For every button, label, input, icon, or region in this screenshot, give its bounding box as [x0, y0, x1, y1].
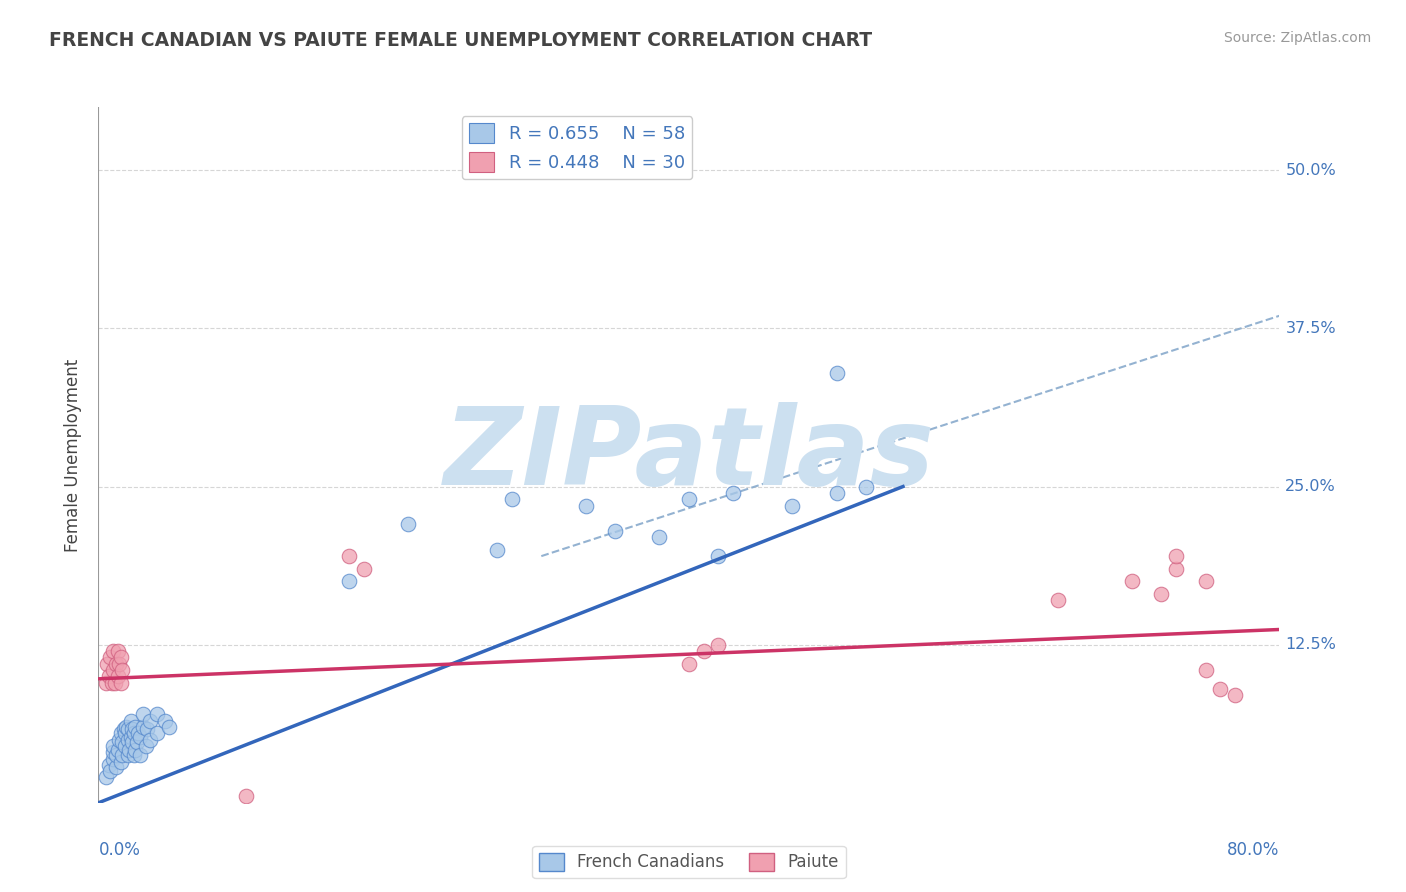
- Point: [132, 720, 155, 734]
- Point: [855, 479, 877, 493]
- Point: [825, 486, 848, 500]
- Text: Source: ZipAtlas.com: Source: ZipAtlas.com: [1223, 31, 1371, 45]
- Text: 12.5%: 12.5%: [1285, 637, 1336, 652]
- Point: [135, 739, 157, 753]
- Point: [120, 730, 142, 744]
- Point: [693, 644, 716, 658]
- Point: [128, 747, 150, 762]
- Text: 25.0%: 25.0%: [1285, 479, 1336, 494]
- Point: [97, 669, 120, 683]
- Point: [112, 723, 135, 737]
- Point: [396, 517, 419, 532]
- Point: [1195, 574, 1218, 589]
- Point: [103, 745, 125, 759]
- Point: [122, 726, 145, 740]
- Point: [1164, 562, 1187, 576]
- Point: [1209, 681, 1232, 696]
- Point: [94, 675, 117, 690]
- Point: [1150, 587, 1173, 601]
- Point: [117, 732, 139, 747]
- Point: [1121, 574, 1143, 589]
- Point: [105, 747, 128, 762]
- Point: [110, 650, 132, 665]
- Point: [1164, 549, 1187, 563]
- Point: [486, 542, 509, 557]
- Point: [107, 742, 129, 756]
- Text: ZIPatlas: ZIPatlas: [443, 402, 935, 508]
- Point: [707, 638, 730, 652]
- Point: [107, 644, 129, 658]
- Point: [103, 663, 125, 677]
- Point: [98, 650, 121, 665]
- Point: [707, 549, 730, 563]
- Point: [118, 742, 141, 756]
- Point: [1195, 663, 1218, 677]
- Point: [337, 574, 360, 589]
- Point: [146, 726, 169, 740]
- Point: [103, 644, 125, 658]
- Point: [110, 726, 132, 740]
- Point: [1046, 593, 1069, 607]
- Point: [648, 530, 671, 544]
- Point: [98, 764, 121, 779]
- Point: [121, 735, 143, 749]
- Point: [678, 492, 700, 507]
- Point: [235, 789, 257, 804]
- Point: [107, 669, 129, 683]
- Point: [501, 492, 523, 507]
- Text: 80.0%: 80.0%: [1227, 841, 1279, 859]
- Point: [108, 732, 131, 747]
- Point: [96, 657, 118, 671]
- Point: [121, 723, 143, 737]
- Y-axis label: Female Unemployment: Female Unemployment: [65, 359, 83, 551]
- Point: [1223, 688, 1246, 702]
- Point: [117, 747, 139, 762]
- Point: [124, 742, 146, 756]
- Point: [124, 720, 146, 734]
- Point: [104, 675, 127, 690]
- Point: [94, 771, 117, 785]
- Point: [117, 723, 139, 737]
- Point: [110, 675, 132, 690]
- Text: 37.5%: 37.5%: [1285, 321, 1336, 336]
- Point: [146, 707, 169, 722]
- Point: [153, 714, 176, 728]
- Point: [136, 723, 159, 737]
- Point: [105, 657, 128, 671]
- Point: [353, 562, 375, 576]
- Point: [111, 747, 134, 762]
- Point: [111, 735, 134, 749]
- Point: [782, 499, 804, 513]
- Text: 0.0%: 0.0%: [98, 841, 141, 859]
- Point: [97, 757, 120, 772]
- Point: [139, 714, 162, 728]
- Point: [337, 549, 360, 563]
- Point: [132, 707, 155, 722]
- Point: [721, 486, 744, 500]
- Point: [103, 751, 125, 765]
- Legend: French Canadians, Paiute: French Canadians, Paiute: [533, 846, 845, 878]
- Point: [114, 739, 136, 753]
- Point: [825, 366, 848, 380]
- Point: [125, 735, 148, 749]
- Point: [127, 726, 149, 740]
- Point: [120, 714, 142, 728]
- Point: [108, 657, 131, 671]
- Point: [103, 739, 125, 753]
- Point: [574, 499, 596, 513]
- Point: [139, 732, 162, 747]
- Point: [157, 720, 180, 734]
- Point: [115, 720, 138, 734]
- Point: [111, 663, 134, 677]
- Point: [105, 760, 128, 774]
- Text: FRENCH CANADIAN VS PAIUTE FEMALE UNEMPLOYMENT CORRELATION CHART: FRENCH CANADIAN VS PAIUTE FEMALE UNEMPLO…: [49, 31, 872, 50]
- Point: [110, 756, 132, 770]
- Point: [605, 524, 627, 538]
- Point: [114, 726, 136, 740]
- Point: [100, 675, 122, 690]
- Text: 50.0%: 50.0%: [1285, 163, 1336, 178]
- Point: [678, 657, 700, 671]
- Point: [122, 747, 145, 762]
- Point: [128, 730, 150, 744]
